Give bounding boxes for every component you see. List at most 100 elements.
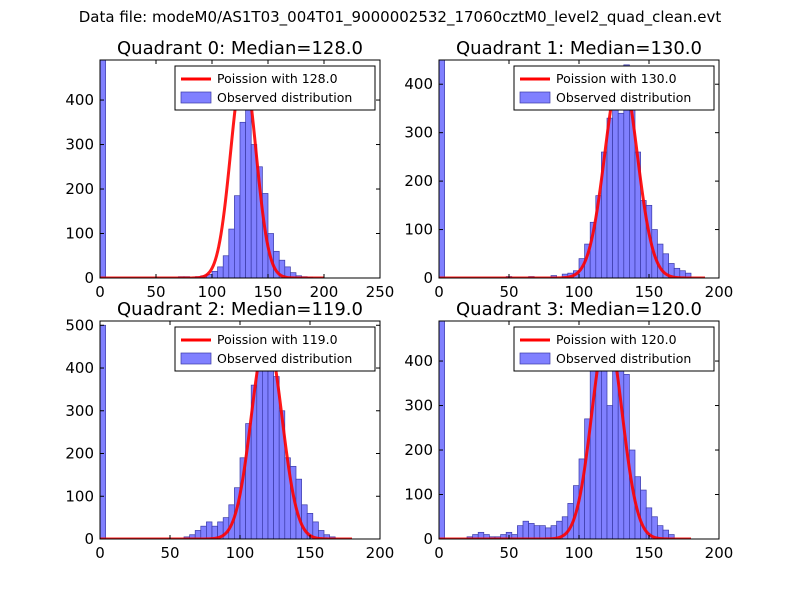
histogram-bar: [290, 272, 297, 278]
histogram-bar: [256, 359, 263, 539]
histogram-bar: [439, 60, 445, 278]
figure-suptitle: Data file: modeM0/AS1T03_004T01_90000025…: [78, 8, 722, 26]
histogram-bar: [606, 117, 613, 278]
y-tick-label: 200: [404, 441, 433, 459]
histogram-bar: [273, 376, 280, 539]
legend-label-observed: Observed distribution: [217, 90, 352, 105]
subplot-title: Quadrant 0: Median=128.0: [117, 38, 363, 59]
x-tick-label: 50: [499, 283, 518, 301]
y-tick-label: 0: [84, 530, 94, 548]
legend: Poission with 119.0 Observed distribution: [174, 326, 376, 372]
legend: Poission with 128.0 Observed distribution: [174, 65, 376, 111]
y-tick-label: 300: [65, 402, 94, 420]
y-tick-label: 0: [423, 269, 433, 287]
y-tick-label: 500: [65, 316, 94, 334]
y-tick-label: 200: [404, 172, 433, 190]
y-tick-label: 0: [84, 269, 94, 287]
x-tick-label: 100: [565, 544, 594, 562]
x-tick-label: 0: [434, 283, 444, 301]
x-tick-label: 0: [95, 544, 105, 562]
histogram-bar: [234, 195, 241, 278]
x-tick-label: 50: [146, 283, 165, 301]
legend-swatch-observed: [519, 91, 551, 104]
y-tick-label: 300: [404, 124, 433, 142]
subplot-quadrant-3: 0 50 100 150 200 0 100 200 300 400 Quadrant 3: Med…: [404, 299, 733, 562]
x-tick-label: 150: [296, 544, 325, 562]
histogram-bar: [222, 255, 230, 278]
histogram-bar: [206, 521, 213, 539]
histogram-bar: [606, 405, 613, 539]
legend-swatch-observed: [519, 352, 551, 365]
histogram-bar: [211, 270, 218, 278]
x-tick-label: 50: [499, 544, 518, 562]
x-tick-label: 200: [705, 544, 734, 562]
legend: Poission with 130.0 Observed distribution: [513, 65, 715, 111]
histogram-bar: [668, 534, 675, 539]
y-tick-label: 100: [404, 486, 433, 504]
legend-label-observed: Observed distribution: [217, 351, 352, 366]
y-tick-label: 200: [65, 180, 94, 198]
x-tick-label: 0: [434, 544, 444, 562]
subplot-quadrant-2: 0 50 100 150 200 0 100 200 300 400 500 Quadrant 2: …: [65, 299, 394, 562]
x-tick-label: 150: [635, 283, 664, 301]
legend-label-poisson: Poission with 119.0: [217, 332, 338, 347]
legend-label-observed: Observed distribution: [556, 351, 691, 366]
y-tick-label: 100: [404, 221, 433, 239]
x-tick-label: 100: [565, 283, 594, 301]
legend-label-observed: Observed distribution: [556, 90, 691, 105]
histogram-bar: [617, 112, 625, 278]
legend-swatch-observed: [180, 91, 212, 104]
y-tick-label: 400: [65, 359, 94, 377]
histogram-bar: [439, 321, 445, 539]
histogram-bars: [100, 60, 314, 278]
y-tick-label: 400: [404, 352, 433, 370]
histogram-bar: [217, 266, 224, 278]
subplot-quadrant-1: 0 50 100 150 200 0 100 200 300 400 Quadrant 1: Med…: [404, 38, 733, 301]
subplot-title: Quadrant 3: Median=120.0: [456, 299, 702, 320]
legend: Poission with 120.0 Observed distribution: [513, 326, 715, 372]
y-tick-label: 400: [404, 75, 433, 93]
histogram-bars: [439, 60, 692, 278]
histogram-bar: [528, 523, 535, 539]
poisson-curve: [439, 67, 705, 278]
y-tick-label: 100: [65, 487, 94, 505]
y-tick-label: 400: [65, 91, 94, 109]
y-tick-label: 0: [423, 530, 433, 548]
poisson-curve: [100, 67, 324, 278]
legend-swatch-observed: [180, 352, 212, 365]
x-tick-label: 150: [254, 283, 283, 301]
subplot-title: Quadrant 2: Median=119.0: [117, 299, 363, 320]
legend-label-poisson: Poission with 120.0: [556, 332, 677, 347]
histogram-bar: [267, 342, 274, 539]
histogram-bar: [612, 360, 619, 539]
legend-label-poisson: Poission with 130.0: [556, 71, 677, 86]
x-tick-label: 200: [310, 283, 339, 301]
histogram-bar: [200, 525, 207, 539]
histogram-bar: [617, 342, 625, 539]
histogram-bar: [100, 60, 106, 278]
histogram-bars: [100, 324, 336, 539]
histogram-bar: [239, 121, 246, 278]
x-tick-label: 100: [226, 544, 255, 562]
x-tick-label: 250: [366, 283, 395, 301]
x-tick-label: 0: [95, 283, 105, 301]
histogram-bar: [228, 228, 235, 278]
x-tick-label: 50: [160, 544, 179, 562]
histogram-bar: [539, 525, 546, 539]
histogram-bar: [245, 81, 252, 278]
x-tick-label: 100: [198, 283, 227, 301]
y-tick-label: 300: [65, 136, 94, 154]
x-tick-label: 200: [705, 283, 734, 301]
subplot-title: Quadrant 1: Median=130.0: [456, 38, 702, 59]
legend-label-poisson: Poission with 128.0: [217, 71, 338, 86]
histogram-bar: [533, 525, 541, 539]
axes-frame: [99, 59, 381, 279]
histogram-bar: [522, 520, 529, 539]
y-tick-label: 200: [65, 445, 94, 463]
x-tick-label: 200: [366, 544, 395, 562]
y-tick-label: 300: [404, 397, 433, 415]
histogram-bar: [100, 324, 106, 539]
histogram-bar: [517, 525, 524, 539]
poisson-curve: [439, 330, 691, 539]
